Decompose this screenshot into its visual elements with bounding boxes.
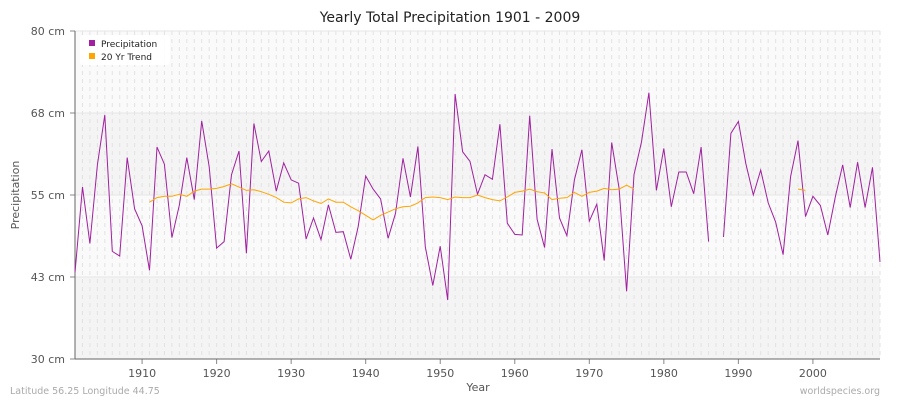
y-tick-label: 43 cm xyxy=(31,271,65,284)
footer-location: Latitude 56.25 Longitude 44.75 xyxy=(10,386,160,397)
x-axis-label: Year xyxy=(465,381,490,394)
legend-swatch-trend xyxy=(89,53,95,59)
y-axis-label: Precipitation xyxy=(9,161,22,230)
y-tick-label: 68 cm xyxy=(31,107,65,120)
x-tick-label: 1980 xyxy=(650,367,678,380)
footer-source: worldspecies.org xyxy=(800,386,880,397)
legend: Precipitation 20 Yr Trend xyxy=(80,35,170,65)
y-tick-label: 80 cm xyxy=(31,25,65,38)
x-tick-label: 1940 xyxy=(352,367,380,380)
y-tick-label: 55 cm xyxy=(31,189,65,202)
x-tick-label: 1920 xyxy=(203,367,231,380)
x-tick-label: 1910 xyxy=(128,367,156,380)
x-tick-label: 1950 xyxy=(426,367,454,380)
x-tick-label: 1930 xyxy=(277,367,305,380)
x-tick-label: 2000 xyxy=(799,367,827,380)
y-tick-label: 30 cm xyxy=(31,353,65,366)
legend-swatch-precipitation xyxy=(89,40,95,46)
x-tick-label: 1960 xyxy=(501,367,529,380)
x-tick-label: 1970 xyxy=(575,367,603,380)
x-tick-label: 1990 xyxy=(724,367,752,380)
legend-label-trend: 20 Yr Trend xyxy=(101,53,152,63)
legend-label-precipitation: Precipitation xyxy=(101,40,157,50)
chart-title: Yearly Total Precipitation 1901 - 2009 xyxy=(319,10,581,26)
